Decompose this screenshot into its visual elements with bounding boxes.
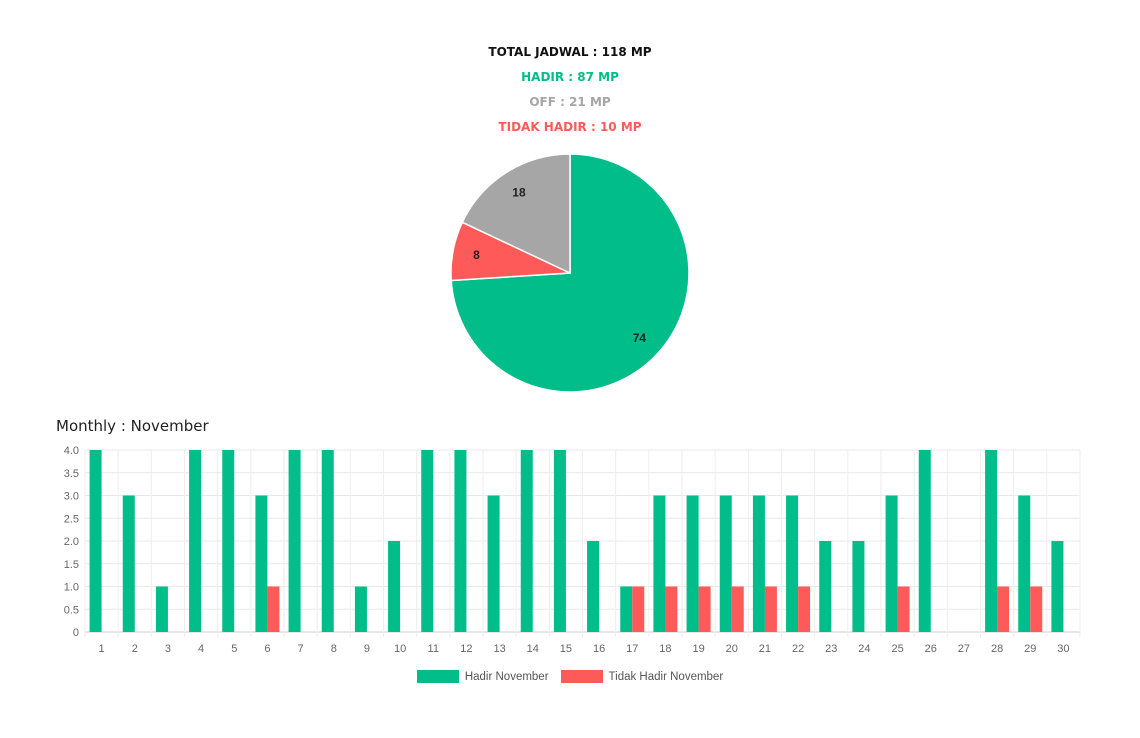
pie-label-74: 74: [633, 331, 647, 345]
x-tick-label: 30: [1057, 643, 1069, 655]
bar-hadir-11[interactable]: [421, 450, 434, 632]
x-tick-label: 29: [1024, 643, 1036, 655]
y-tick-label: 2.0: [64, 536, 79, 548]
bar-hadir-19[interactable]: [686, 495, 699, 633]
x-tick-label: 23: [825, 643, 837, 655]
x-tick-label: 13: [493, 643, 505, 655]
x-tick-label: 28: [991, 643, 1003, 655]
x-tick-label: 12: [460, 643, 472, 655]
x-tick-label: 22: [792, 643, 804, 655]
x-tick-label: 15: [560, 643, 572, 655]
pie-chart: 74 8 18: [450, 153, 690, 393]
bar-hadir-30[interactable]: [1051, 541, 1064, 632]
pie-slice-18[interactable]: [461, 153, 571, 275]
x-tick-label: 1: [99, 643, 105, 655]
bar-hadir-18[interactable]: [653, 495, 666, 633]
x-tick-label: 21: [759, 643, 771, 655]
bar-hadir-1[interactable]: [89, 450, 102, 632]
bar-tidak-hadir-18[interactable]: [665, 586, 678, 633]
y-tick-label: 3.5: [64, 468, 79, 480]
bar-hadir-2[interactable]: [122, 495, 135, 633]
y-tick-label: 1.0: [64, 582, 79, 594]
bar-hadir-29[interactable]: [1018, 495, 1031, 633]
bar-hadir-12[interactable]: [454, 450, 467, 632]
bar-hadir-9[interactable]: [354, 586, 367, 633]
pie-label-18: 18: [512, 186, 526, 200]
legend-label-tidak-hadir: Tidak Hadir November: [608, 670, 724, 683]
bar-hadir-8[interactable]: [321, 450, 334, 632]
x-tick-label: 16: [593, 643, 605, 655]
x-tick-label: 9: [364, 643, 370, 655]
x-tick-label: 4: [198, 643, 204, 655]
summary-total: TOTAL JADWAL : 118 MP: [488, 45, 652, 59]
bar-hadir-21[interactable]: [752, 495, 765, 633]
bar-hadir-26[interactable]: [918, 450, 931, 632]
summary-hadir: HADIR : 87 MP: [521, 70, 619, 84]
x-tick-label: 14: [527, 643, 539, 655]
bar-hadir-24[interactable]: [852, 541, 865, 632]
bar-hadir-16[interactable]: [587, 541, 600, 632]
bar-legend: Hadir November Tidak Hadir November: [0, 670, 1140, 683]
bar-tidak-hadir-25[interactable]: [897, 586, 910, 633]
monthly-chart-title: Monthly : November: [56, 417, 209, 435]
bar-hadir-22[interactable]: [786, 495, 799, 633]
bar-chart: 00.51.01.52.02.53.03.54.01 2 3 4 5 6 7 8 9 10 11 12…: [64, 445, 1081, 655]
y-tick-label: 4.0: [64, 445, 79, 457]
bar-tidak-hadir-6[interactable]: [267, 586, 280, 633]
bar-hadir-23[interactable]: [819, 541, 832, 632]
x-tick-label: 7: [298, 643, 304, 655]
bar-hadir-15[interactable]: [553, 450, 566, 632]
x-tick-label: 27: [958, 643, 970, 655]
legend-label-hadir: Hadir November: [464, 670, 549, 683]
summary-tidak-hadir: TIDAK HADIR : 10 MP: [498, 120, 642, 134]
bar-tidak-hadir-19[interactable]: [698, 586, 711, 633]
x-tick-label: 3: [165, 643, 171, 655]
legend-swatch-hadir: [416, 670, 459, 683]
x-tick-label: 5: [231, 643, 237, 655]
y-tick-label: 0.5: [64, 604, 79, 616]
y-tick-label: 2.5: [64, 513, 79, 525]
legend-item-tidak-hadir[interactable]: Tidak Hadir November: [560, 670, 724, 683]
x-tick-label: 10: [394, 643, 406, 655]
x-tick-label: 8: [331, 643, 337, 655]
bar-hadir-17[interactable]: [620, 586, 633, 633]
bar-tidak-hadir-29[interactable]: [1030, 586, 1043, 633]
bar-hadir-4[interactable]: [189, 450, 202, 632]
y-tick-label: 3.0: [64, 491, 79, 503]
bar-hadir-28[interactable]: [985, 450, 998, 632]
x-tick-label: 18: [659, 643, 671, 655]
legend-swatch-tidak-hadir: [560, 670, 603, 683]
x-tick-label: 20: [726, 643, 738, 655]
x-tick-label: 25: [891, 643, 903, 655]
x-tick-label: 24: [858, 643, 870, 655]
bar-hadir-13[interactable]: [487, 495, 500, 633]
bar-hadir-14[interactable]: [520, 450, 533, 632]
bar-tidak-hadir-17[interactable]: [632, 586, 645, 633]
x-tick-label: 26: [925, 643, 937, 655]
legend-item-hadir[interactable]: Hadir November: [416, 670, 549, 683]
pie-label-8: 8: [473, 248, 480, 262]
x-tick-label: 6: [264, 643, 270, 655]
x-tick-label: 19: [692, 643, 704, 655]
bar-tidak-hadir-22[interactable]: [798, 586, 811, 633]
bar-hadir-5[interactable]: [222, 450, 235, 632]
y-tick-label: 0: [73, 627, 79, 639]
bar-tidak-hadir-21[interactable]: [764, 586, 777, 633]
x-tick-label: 17: [626, 643, 638, 655]
bar-hadir-20[interactable]: [719, 495, 732, 633]
summary-off: OFF : 21 MP: [529, 95, 611, 109]
bar-hadir-3[interactable]: [155, 586, 168, 633]
bar-hadir-25[interactable]: [885, 495, 898, 633]
bar-tidak-hadir-28[interactable]: [997, 586, 1010, 633]
bar-hadir-7[interactable]: [288, 450, 301, 632]
x-tick-label: 11: [428, 643, 439, 655]
bar-hadir-6[interactable]: [255, 495, 268, 633]
bar-hadir-10[interactable]: [388, 541, 401, 632]
y-tick-label: 1.5: [64, 559, 79, 571]
x-tick-label: 2: [132, 643, 138, 655]
bar-tidak-hadir-20[interactable]: [731, 586, 744, 633]
